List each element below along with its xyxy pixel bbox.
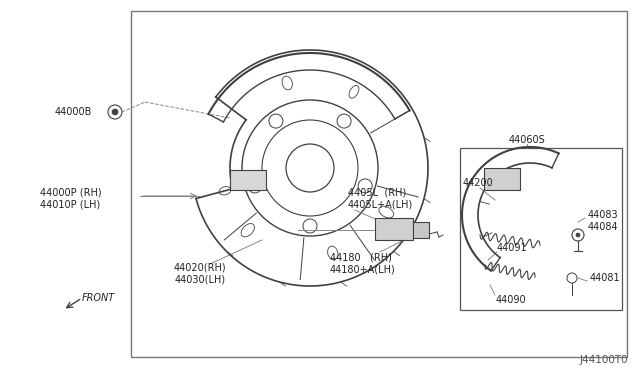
- Text: 44000P (RH): 44000P (RH): [40, 187, 102, 197]
- Text: 44180   (RH): 44180 (RH): [330, 253, 392, 263]
- Text: 44083: 44083: [588, 210, 619, 220]
- Text: 44060S: 44060S: [509, 135, 545, 145]
- Text: 44180+A(LH): 44180+A(LH): [330, 265, 396, 275]
- Text: 44081: 44081: [590, 273, 621, 283]
- Circle shape: [112, 109, 118, 115]
- Text: 4405L+A(LH): 4405L+A(LH): [348, 199, 413, 209]
- Text: 44010P (LH): 44010P (LH): [40, 199, 100, 209]
- Text: J44100T0: J44100T0: [579, 355, 628, 365]
- Bar: [484, 168, 520, 190]
- Bar: [375, 218, 413, 240]
- Text: 44030(LH): 44030(LH): [175, 275, 225, 285]
- Bar: [131, 11, 627, 357]
- Bar: [413, 222, 429, 238]
- Text: 44000B: 44000B: [55, 107, 92, 117]
- Text: 44091: 44091: [497, 243, 527, 253]
- Text: 44200: 44200: [463, 178, 493, 188]
- Text: 44020(RH): 44020(RH): [173, 263, 227, 273]
- Bar: [230, 170, 266, 190]
- Bar: [460, 148, 622, 310]
- Text: 44090: 44090: [496, 295, 527, 305]
- Text: 44084: 44084: [588, 222, 619, 232]
- Text: 4405L  (RH): 4405L (RH): [348, 187, 406, 197]
- Text: FRONT: FRONT: [82, 293, 115, 303]
- Circle shape: [576, 233, 580, 237]
